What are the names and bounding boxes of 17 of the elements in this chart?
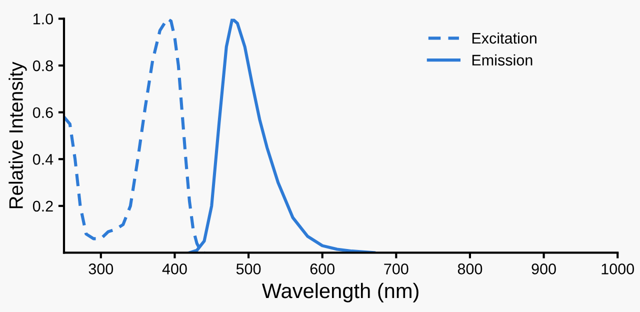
- y-tick-label: 0.4: [32, 154, 54, 165]
- x-tick-label: 600: [310, 264, 334, 274]
- legend-label: Excitation: [472, 32, 536, 44]
- y-tick-label: 0.6: [32, 107, 53, 118]
- x-tick-label: 500: [236, 264, 261, 274]
- x-tick-label: 1000: [602, 264, 634, 274]
- x-axis-title: Wavelength (nm): [262, 282, 418, 302]
- x-tick-label: 700: [384, 264, 408, 274]
- y-tick-label: 0.2: [32, 200, 53, 212]
- legend-label: Emission: [472, 54, 532, 66]
- x-tick-label: 300: [88, 264, 114, 274]
- x-tick-label: 800: [458, 264, 482, 274]
- y-tick-label: 1.0: [34, 14, 53, 24]
- y-axis-title: Relative Intensity: [8, 62, 27, 208]
- y-tick-label: 0.8: [32, 60, 53, 72]
- x-tick-label: 900: [532, 264, 556, 274]
- x-tick-label: 400: [162, 264, 187, 274]
